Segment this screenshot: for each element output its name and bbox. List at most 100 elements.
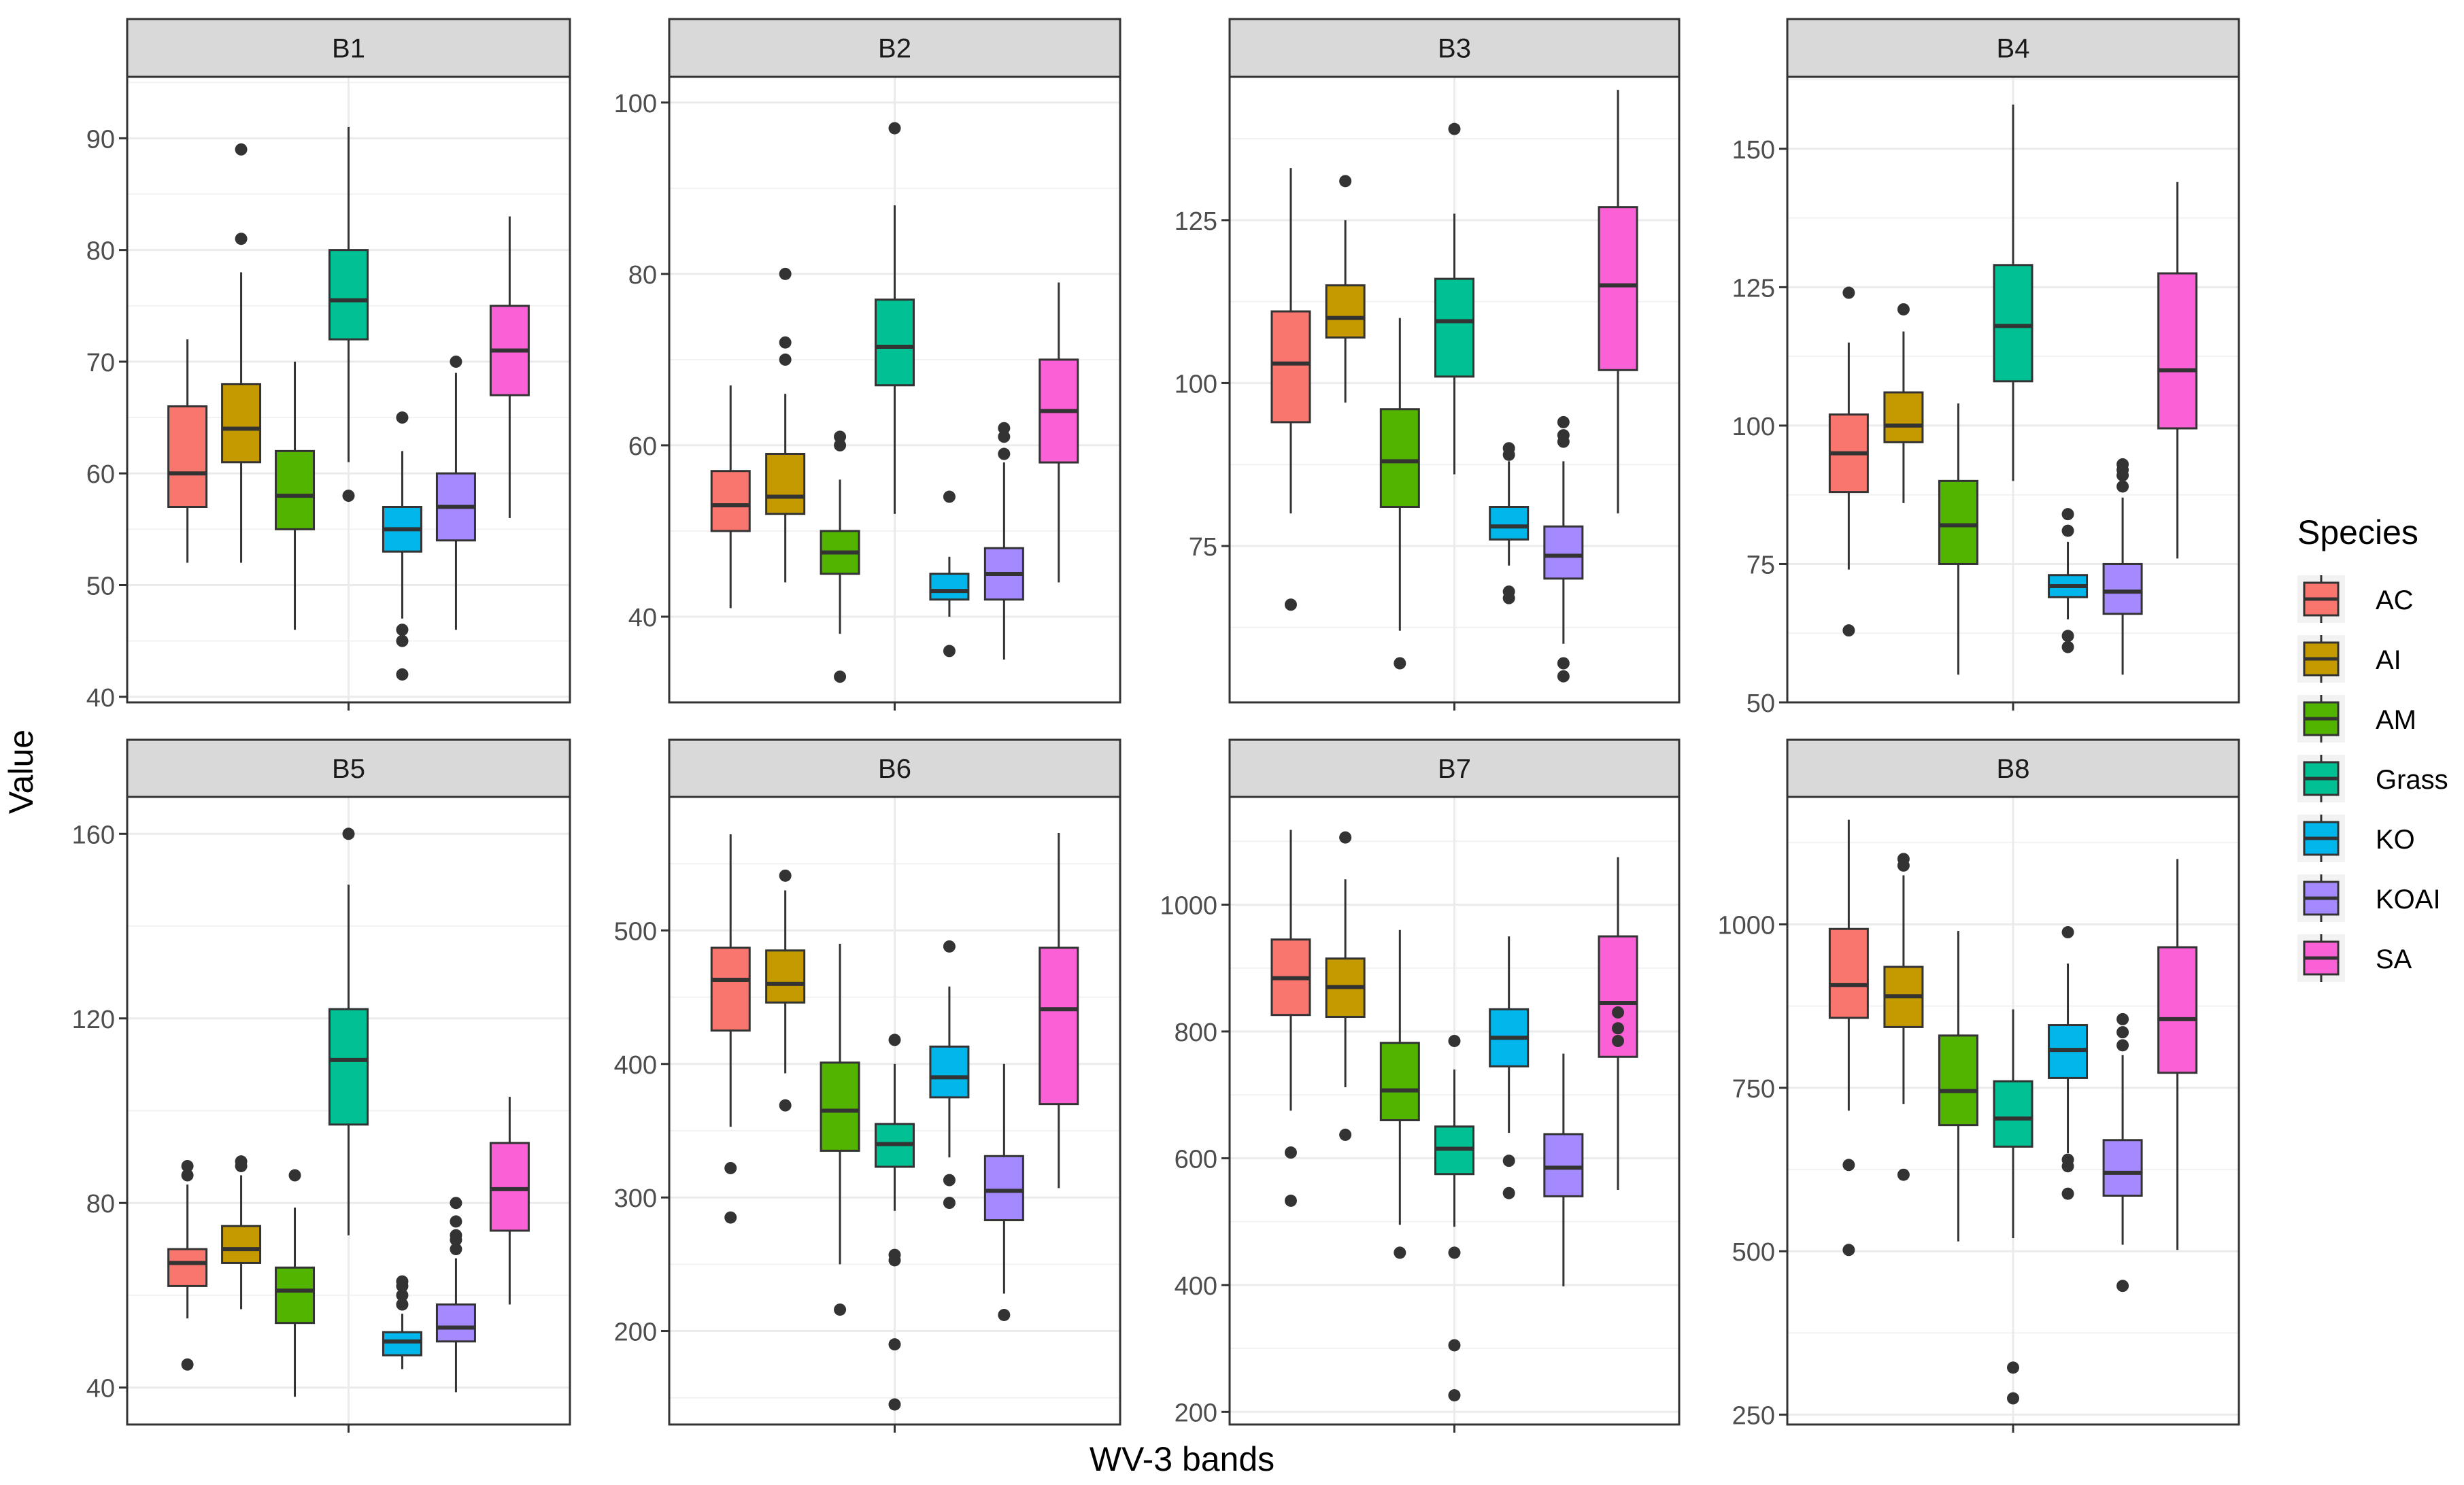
box-b6-ai: [765, 869, 806, 1112]
box-b1-grass: [328, 126, 369, 502]
y-tick-label: 70: [86, 349, 115, 377]
strip-b6: [668, 738, 1121, 798]
outlier-point: [235, 233, 248, 245]
outlier-point: [1842, 624, 1855, 637]
outlier-point: [1842, 1159, 1855, 1172]
outlier-point: [2061, 508, 2074, 521]
y-tick-label: 800: [1175, 1019, 1217, 1047]
outlier-point: [396, 411, 409, 424]
box-b3-ai: [1325, 175, 1366, 403]
legend-item-ai: AI: [2297, 635, 2401, 683]
y-tick-label: 125: [1175, 207, 1217, 236]
box-iqr: [1543, 1133, 1584, 1197]
box-b6-ko: [929, 940, 970, 1210]
outlier-point: [1284, 1194, 1297, 1207]
y-tick-label: 40: [628, 604, 657, 632]
box-b5-am: [275, 1169, 316, 1397]
box-iqr: [929, 573, 970, 601]
strip-label: B3: [1438, 34, 1471, 64]
outlier-point: [1502, 1155, 1515, 1167]
legend-label: AM: [2376, 705, 2416, 735]
outlier-point: [943, 645, 956, 658]
box-iqr: [1993, 1080, 2033, 1148]
box-iqr: [1325, 284, 1366, 339]
box-iqr: [275, 449, 316, 530]
outlier-point: [943, 1197, 956, 1210]
legend-item-ko: KO: [2297, 815, 2415, 862]
box-iqr: [1543, 525, 1584, 580]
outlier-point: [1339, 1128, 1352, 1141]
outlier-point: [724, 1161, 737, 1174]
outlier-point: [1557, 670, 1570, 683]
outlier-point: [888, 1034, 901, 1046]
legend: Species AC AI AM Grass KO KOAI SA: [2297, 513, 2448, 982]
box-b7-koai: [1543, 1053, 1584, 1286]
box-iqr: [1379, 1042, 1420, 1121]
y-tick-label: 400: [1175, 1272, 1217, 1301]
box-iqr: [1270, 310, 1311, 424]
outlier-point: [2116, 1039, 2129, 1052]
box-b8-ac: [1828, 819, 1869, 1257]
outlier-point: [779, 353, 792, 366]
outlier-point: [2061, 926, 2074, 939]
y-tick-label: 250: [1732, 1402, 1775, 1431]
y-tick-label: 75: [1189, 533, 1217, 562]
box-b2-ko: [929, 490, 970, 658]
legend-item-koai: KOAI: [2297, 874, 2441, 922]
strip-label: B8: [1997, 754, 2030, 784]
legend-label: AI: [2376, 645, 2401, 675]
outlier-point: [888, 1248, 901, 1261]
box-iqr: [221, 383, 262, 464]
outlier-point: [396, 668, 409, 681]
box-b8-koai: [2102, 1012, 2143, 1293]
box-iqr: [710, 946, 751, 1032]
box-b5-ko: [382, 1275, 422, 1369]
box-b1-ko: [382, 411, 422, 681]
box-b6-ac: [710, 834, 751, 1224]
outlier-point: [2116, 458, 2129, 471]
y-tick-label: 100: [1732, 413, 1775, 441]
outlier-point: [450, 1215, 462, 1228]
box-iqr: [820, 1061, 860, 1152]
y-tick-label: 600: [1175, 1145, 1217, 1174]
box-iqr: [2102, 1139, 2143, 1197]
outlier-point: [1502, 585, 1515, 598]
box-b4-ai: [1883, 303, 1924, 503]
panels-group: 40 50 60 70 80 90 B1 40 60 80 100 B2 75 100 125 B3 50 75 1…: [72, 18, 2240, 1433]
outlier-point: [396, 624, 409, 636]
outlier-point: [1448, 1339, 1461, 1352]
y-tick-label: 125: [1732, 274, 1775, 303]
panel-b4: 50 75 100 125 150 B4: [1732, 18, 2240, 718]
y-tick-label: 500: [614, 917, 657, 946]
y-tick-label: 150: [1732, 136, 1775, 165]
box-b1-am: [275, 361, 316, 630]
outlier-point: [1339, 175, 1352, 188]
y-tick-label: 1000: [1160, 891, 1217, 920]
box-b3-ko: [1489, 442, 1530, 604]
outlier-point: [1284, 598, 1297, 611]
box-b2-grass: [875, 122, 915, 514]
box-iqr: [167, 1248, 208, 1287]
box-b7-grass: [1434, 1034, 1474, 1402]
box-b2-am: [820, 430, 860, 683]
strip-label: B7: [1438, 754, 1471, 784]
outlier-point: [1612, 1034, 1625, 1047]
outlier-point: [1842, 1244, 1855, 1257]
outlier-point: [1448, 1246, 1461, 1259]
x-axis-title: WV-3 bands: [1090, 1440, 1275, 1478]
y-tick-label: 300: [614, 1184, 657, 1213]
legend-label: KO: [2376, 825, 2415, 855]
box-b2-sa: [1039, 282, 1079, 583]
y-tick-label: 160: [72, 821, 115, 849]
box-b8-am: [1938, 931, 1978, 1242]
legend-label: Grass: [2376, 765, 2448, 795]
box-iqr: [710, 470, 751, 532]
outlier-point: [943, 490, 956, 503]
box-b7-am: [1379, 929, 1420, 1259]
legend-item-sa: SA: [2297, 934, 2412, 982]
y-tick-label: 200: [1175, 1399, 1217, 1427]
panel-b8: 250 500 750 1000 B8: [1717, 738, 2240, 1433]
box-b7-ko: [1489, 936, 1530, 1199]
outlier-point: [1394, 1246, 1406, 1259]
outlier-point: [1897, 1168, 1910, 1181]
